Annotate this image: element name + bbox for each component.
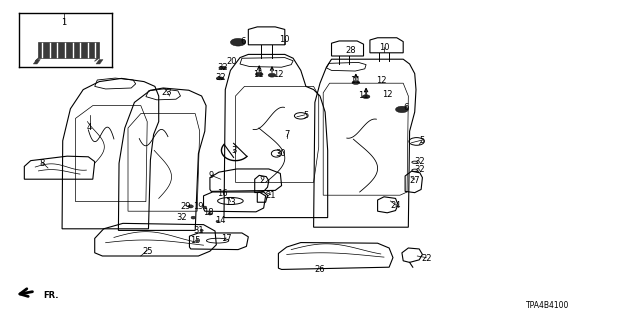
Ellipse shape — [191, 216, 196, 219]
Text: 29: 29 — [180, 202, 191, 211]
Text: 9: 9 — [209, 172, 214, 180]
Text: 5: 5 — [303, 111, 308, 120]
Circle shape — [230, 38, 246, 46]
Polygon shape — [95, 58, 98, 61]
Text: 19: 19 — [193, 202, 204, 211]
Text: 6: 6 — [404, 103, 409, 112]
Text: 10: 10 — [280, 36, 290, 44]
Ellipse shape — [203, 206, 207, 209]
Polygon shape — [33, 60, 40, 64]
Text: 1: 1 — [61, 18, 67, 27]
Text: FR.: FR. — [44, 291, 59, 300]
Circle shape — [362, 95, 370, 99]
Circle shape — [255, 72, 263, 76]
Text: 24: 24 — [390, 201, 401, 210]
Text: 6: 6 — [241, 37, 246, 46]
Text: 21: 21 — [266, 191, 276, 200]
Text: 32: 32 — [415, 165, 425, 174]
Text: 23: 23 — [161, 88, 172, 97]
Text: 8: 8 — [39, 159, 44, 168]
Text: 31: 31 — [193, 226, 204, 235]
Text: 32: 32 — [216, 73, 226, 82]
Text: 18: 18 — [203, 208, 213, 217]
Text: 25: 25 — [142, 247, 152, 256]
Text: 12: 12 — [273, 70, 284, 79]
Text: TPA4B4100: TPA4B4100 — [525, 301, 569, 310]
Text: 13: 13 — [225, 198, 236, 207]
Text: 30: 30 — [275, 149, 285, 158]
Text: 7: 7 — [284, 130, 289, 139]
Text: 11: 11 — [358, 91, 369, 100]
Text: 32: 32 — [218, 63, 228, 72]
Text: 26: 26 — [315, 265, 325, 274]
Text: 5: 5 — [420, 136, 425, 145]
Text: 2: 2 — [260, 176, 265, 185]
Ellipse shape — [196, 239, 198, 242]
Text: 15: 15 — [190, 236, 200, 245]
Text: 11: 11 — [253, 70, 263, 79]
Ellipse shape — [208, 212, 212, 215]
Circle shape — [352, 81, 360, 84]
Text: 12: 12 — [383, 90, 393, 99]
Ellipse shape — [188, 205, 193, 208]
Text: 20: 20 — [227, 57, 237, 66]
Polygon shape — [35, 58, 38, 61]
Text: 14: 14 — [216, 216, 226, 225]
Ellipse shape — [216, 77, 224, 80]
Circle shape — [396, 106, 408, 113]
Text: 16: 16 — [218, 189, 228, 198]
Text: 27: 27 — [410, 176, 420, 185]
Text: 28: 28 — [346, 46, 356, 55]
Ellipse shape — [200, 229, 204, 232]
Ellipse shape — [216, 220, 219, 223]
Text: 11: 11 — [351, 76, 361, 85]
Polygon shape — [38, 42, 99, 58]
Text: 17: 17 — [221, 234, 231, 243]
Circle shape — [268, 73, 276, 77]
Text: 22: 22 — [421, 254, 431, 263]
Polygon shape — [96, 60, 103, 64]
Ellipse shape — [219, 66, 227, 69]
Text: 32: 32 — [415, 157, 425, 166]
Text: 10: 10 — [379, 44, 389, 52]
Text: 4: 4 — [87, 124, 92, 132]
Text: 3: 3 — [231, 146, 236, 155]
Text: 32: 32 — [176, 213, 186, 222]
Text: 12: 12 — [376, 76, 387, 85]
